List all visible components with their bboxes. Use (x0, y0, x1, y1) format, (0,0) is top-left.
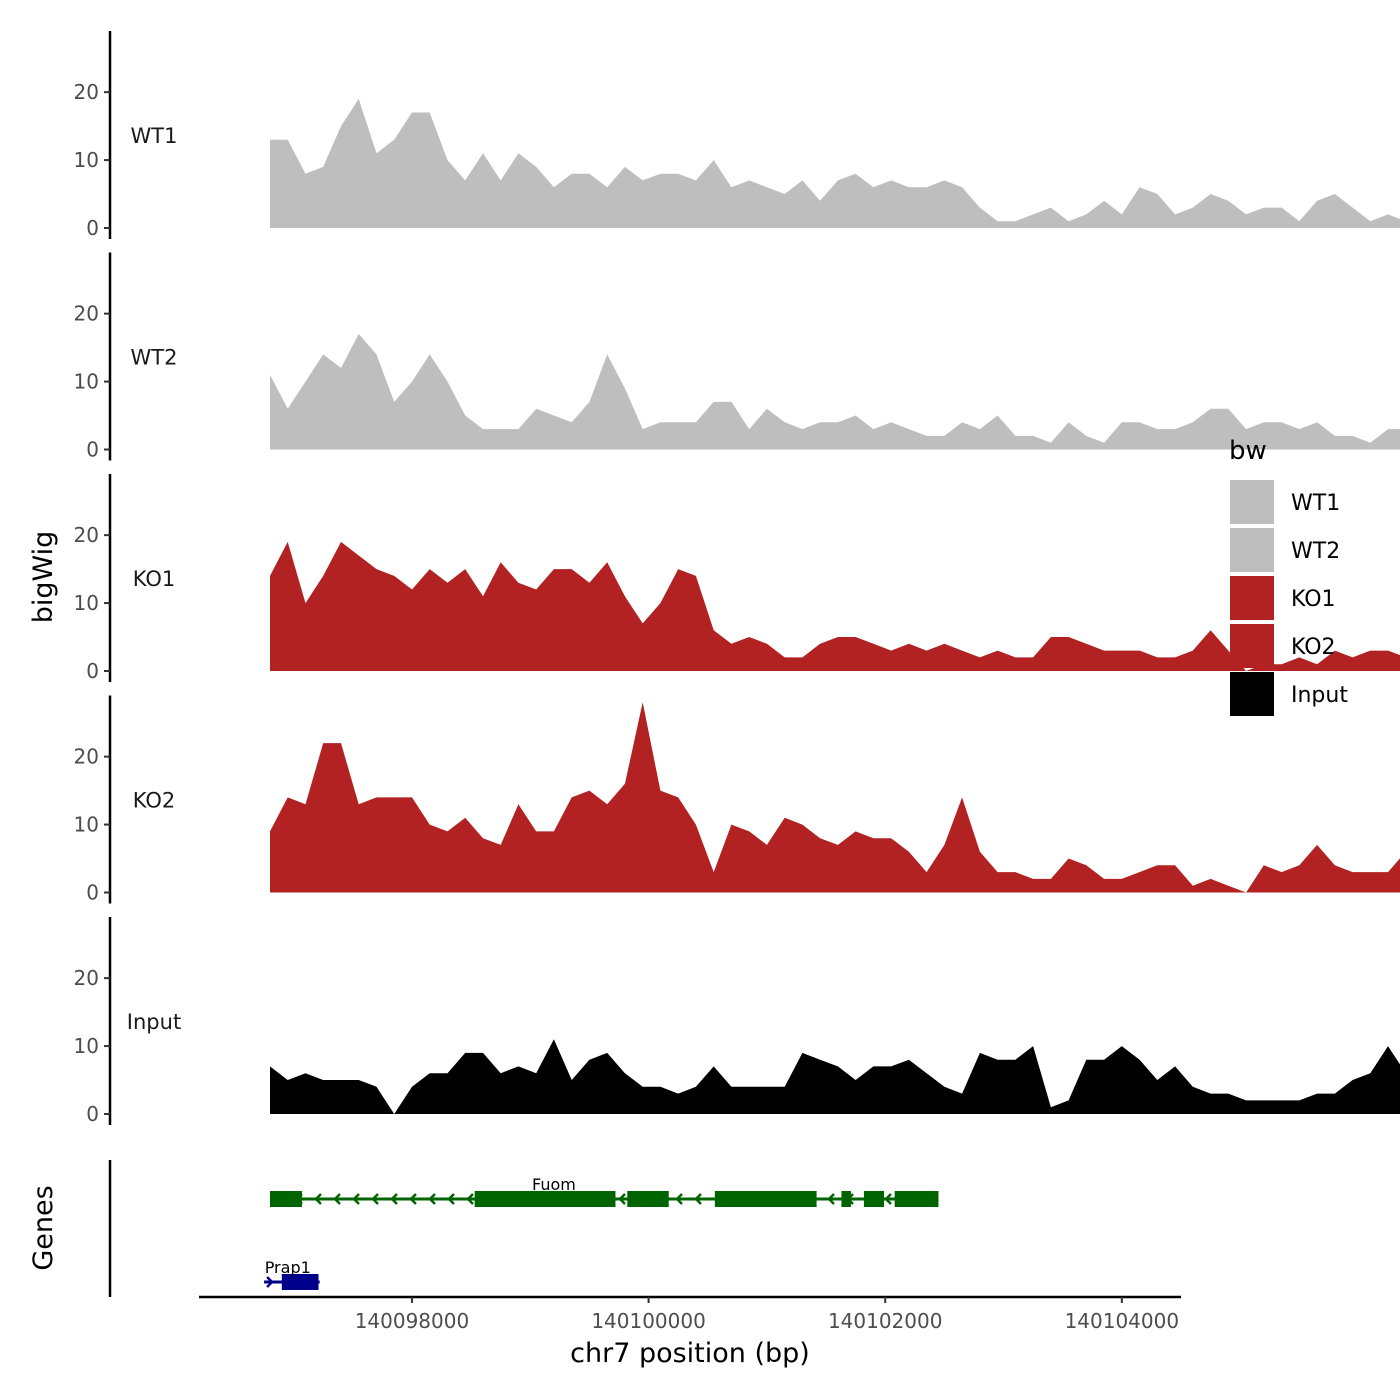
strand-arrow (371, 1193, 379, 1205)
y-tick-label: 10 (74, 370, 99, 394)
track-panel-ko1: 0 10 20 KO1 (74, 474, 1400, 683)
strand-arrow (675, 1193, 683, 1205)
y-tick-label: 10 (74, 1034, 99, 1058)
track-label-input: Input (127, 1010, 181, 1034)
strand-arrow (466, 1193, 474, 1205)
legend-swatch-ko2 (1230, 624, 1274, 668)
y-axis-title: bigWig (28, 531, 59, 624)
track-label-wt1: WT1 (131, 124, 178, 148)
legend-label-input: Input (1291, 683, 1348, 708)
legend-label-wt1: WT1 (1291, 491, 1340, 516)
legend-title: bw (1229, 436, 1267, 466)
strand-arrow (352, 1193, 360, 1205)
track-label-ko1: KO1 (133, 567, 176, 591)
strand-arrow (447, 1193, 455, 1205)
strand-arrow (314, 1193, 322, 1205)
gene-exon (841, 1191, 851, 1207)
gene-prap1: Prap1 (264, 1258, 320, 1290)
legend-swatch-wt2 (1230, 528, 1274, 572)
track-panel-wt2: 0 10 20 WT2 (74, 252, 1400, 462)
gene-exon (474, 1191, 616, 1207)
legend-swatch-wt1 (1230, 480, 1274, 524)
legend-swatch-ko1 (1230, 576, 1274, 620)
y-tick-label: 20 (74, 966, 99, 990)
strand-arrow (428, 1193, 436, 1205)
legend-label-wt2: WT2 (1291, 539, 1340, 564)
gene-exon (627, 1191, 669, 1207)
gene-label-fuom: Fuom (532, 1175, 576, 1194)
x-axis: 140098000 140100000 140102000 140104000 (199, 1295, 1181, 1333)
legend-label-ko1: KO1 (1291, 587, 1336, 612)
strand-arrow (333, 1193, 341, 1205)
strand-arrow (390, 1193, 398, 1205)
y-tick-label: 0 (86, 216, 99, 240)
x-axis-title: chr7 position (bp) (570, 1338, 810, 1369)
area-series-ko1 (270, 541, 1400, 671)
x-tick-label: 140102000 (828, 1309, 943, 1333)
track-panel-ko2: 0 10 20 KO2 (74, 695, 1400, 905)
strand-arrow (618, 1193, 626, 1205)
x-tick-label: 140100000 (591, 1309, 706, 1333)
genes-panel: Fuom Prap1 (108, 1160, 939, 1297)
legend: bw WT1 WT2 KO1 KO2 Input (1229, 436, 1348, 716)
gene-exon (269, 1191, 302, 1207)
y-tick-label: 10 (74, 591, 99, 615)
area-series-wt1 (270, 98, 1400, 228)
y-tick-label: 0 (86, 1102, 99, 1126)
y-tick-label: 20 (74, 302, 99, 326)
gene-fuom: Fuom (269, 1175, 939, 1207)
track-panel-input: 0 10 20 Input (74, 917, 1400, 1126)
track-panels: 0 10 20 WT1 0 10 20 WT2 0 10 20 KO1 0 10 20 KO2 0 10 20 Inp… (74, 31, 1400, 1126)
strand-arrow (884, 1193, 892, 1205)
legend-swatch-input (1230, 672, 1274, 716)
gene-exon (894, 1191, 939, 1207)
area-series-input (270, 1039, 1400, 1114)
strand-arrow (694, 1193, 702, 1205)
gene-exon (863, 1191, 885, 1207)
y-tick-label: 0 (86, 659, 99, 683)
y-tick-label: 0 (86, 881, 99, 905)
track-panel-wt1: 0 10 20 WT1 (74, 31, 1400, 240)
strand-arrow (409, 1193, 417, 1205)
area-series-wt2 (270, 334, 1400, 450)
strand-arrow (827, 1193, 835, 1205)
area-series-ko2 (270, 702, 1400, 893)
x-tick-label: 140098000 (355, 1309, 470, 1333)
track-label-ko2: KO2 (133, 789, 176, 813)
gene-exon (281, 1274, 319, 1290)
y-tick-label: 10 (74, 813, 99, 837)
y-tick-label: 20 (74, 523, 99, 547)
legend-label-ko2: KO2 (1291, 635, 1336, 660)
genes-axis-title: Genes (28, 1185, 59, 1270)
y-tick-label: 20 (74, 80, 99, 104)
gene-exon (714, 1191, 817, 1207)
y-tick-label: 10 (74, 148, 99, 172)
track-label-wt2: WT2 (131, 346, 178, 370)
gene-label-prap1: Prap1 (265, 1258, 311, 1277)
y-tick-label: 20 (74, 745, 99, 769)
y-tick-label: 0 (86, 438, 99, 462)
x-tick-label: 140104000 (1065, 1309, 1180, 1333)
strand-arrow (266, 1276, 274, 1288)
